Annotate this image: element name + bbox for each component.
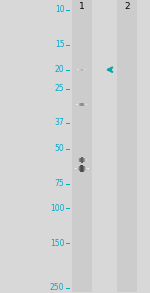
Text: 50: 50 (55, 144, 64, 153)
Text: 25: 25 (55, 84, 64, 93)
Text: 1: 1 (79, 2, 85, 11)
Text: 10: 10 (55, 6, 64, 14)
Text: 150: 150 (50, 239, 64, 248)
Text: 100: 100 (50, 204, 64, 213)
FancyBboxPatch shape (117, 0, 136, 292)
Text: 20: 20 (55, 65, 64, 74)
Text: 15: 15 (55, 40, 64, 50)
Text: 250: 250 (50, 283, 64, 292)
Text: 75: 75 (55, 179, 64, 188)
Text: 2: 2 (124, 2, 130, 11)
Text: 37: 37 (55, 118, 64, 127)
FancyBboxPatch shape (72, 0, 92, 292)
